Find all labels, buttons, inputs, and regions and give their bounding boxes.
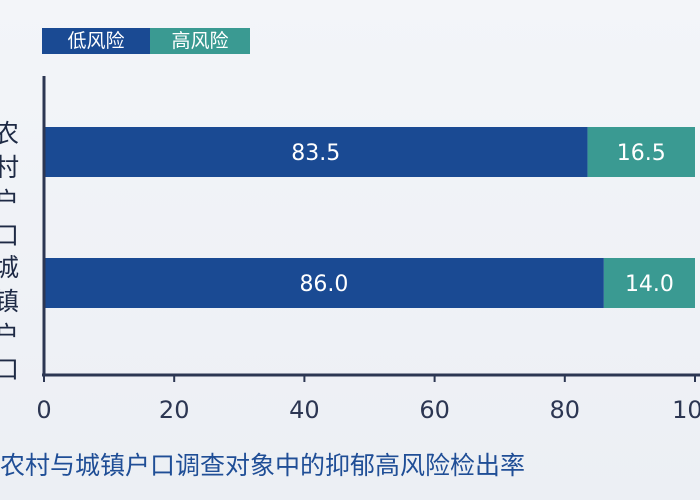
data-label-urban-low-risk: 86.0 (299, 272, 348, 297)
x-tick-label: 0 (36, 396, 51, 424)
x-tick-label: 60 (419, 396, 450, 424)
x-tick-label: 40 (289, 396, 320, 424)
bar-urban-low-risk (44, 258, 604, 308)
data-label-rural-high-risk: 16.5 (617, 141, 666, 166)
x-tick-label: 20 (159, 396, 190, 424)
category-label-rural: 农村 户口 (0, 117, 40, 253)
category-label-urban: 城镇 户口 (0, 251, 40, 387)
bar-rural-low-risk (44, 127, 588, 177)
category-label-rural-line1: 农村 (0, 119, 20, 182)
bar-urban-high-risk (603, 258, 695, 308)
legend-high-risk: 高风险 (150, 28, 250, 54)
data-label-rural-low-risk: 83.5 (291, 141, 340, 166)
bar-rural-high-risk (587, 127, 695, 177)
x-tick-label: 80 (550, 396, 581, 424)
x-tick-label: 100 (672, 396, 700, 424)
chart-caption: 农村与城镇户口调查对象中的抑郁高风险检出率 (0, 451, 526, 480)
data-label-urban-high-risk: 14.0 (625, 272, 674, 297)
category-label-rural-line2: 户口 (0, 187, 20, 250)
category-label-urban-line2: 户口 (0, 321, 20, 384)
bar-group: 83.5 16.5 86.0 14.0 (44, 127, 695, 308)
x-tick-group: 0 20 40 60 80 100 (36, 375, 700, 424)
category-label-urban-line1: 城镇 (0, 253, 20, 316)
legend-low-risk: 低风险 (42, 28, 150, 54)
